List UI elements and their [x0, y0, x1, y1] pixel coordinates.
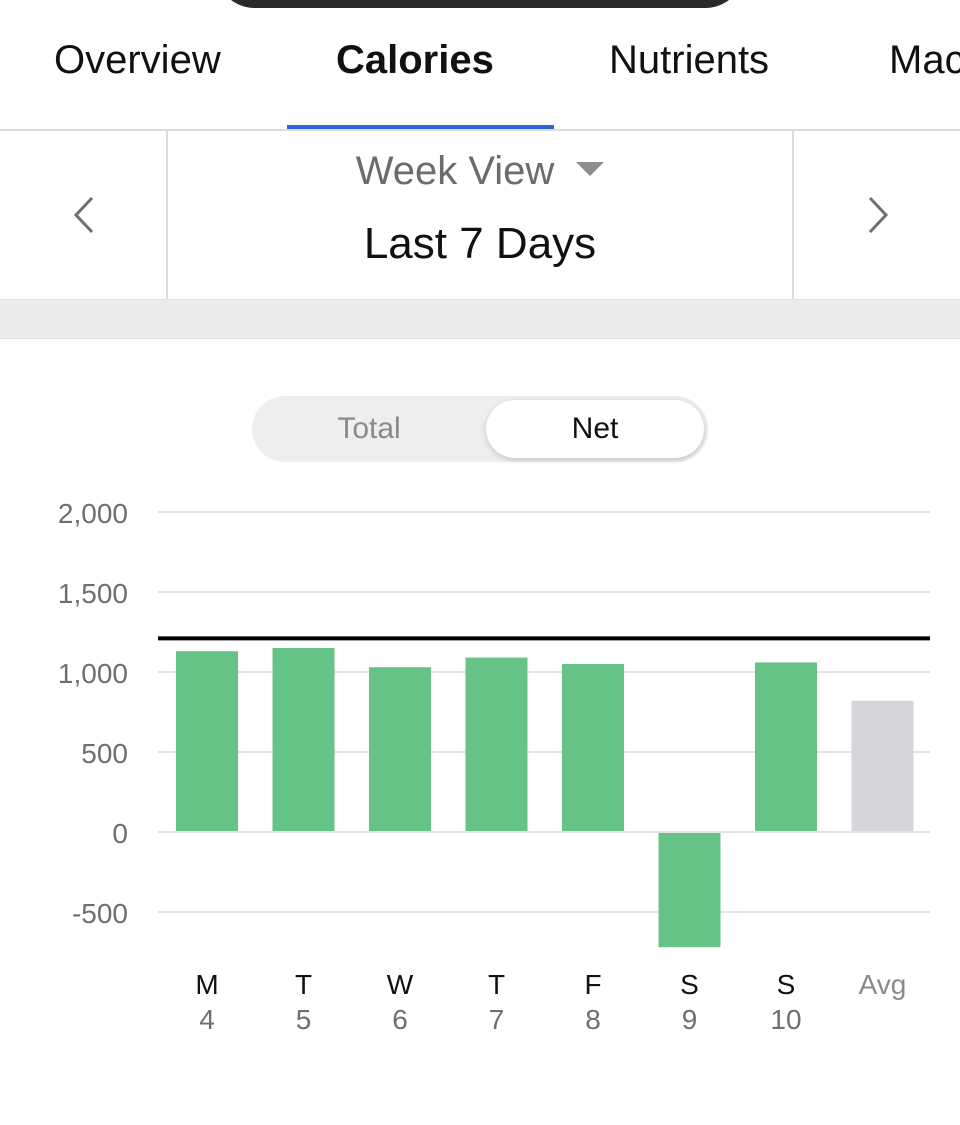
tab-calories[interactable]: Calories: [336, 38, 494, 82]
chevron-right-icon: [868, 196, 889, 234]
y-tick-label: 1,000: [58, 658, 128, 689]
y-tick-label: 0: [112, 818, 128, 849]
tab-macros[interactable]: Mac: [889, 38, 960, 82]
net-segment[interactable]: Net: [486, 400, 704, 458]
previous-week-button[interactable]: [0, 131, 168, 299]
y-tick-label: 2,000: [58, 498, 128, 529]
y-tick-label: 500: [81, 738, 128, 769]
day-bar[interactable]: [465, 657, 528, 832]
tab-overview[interactable]: Overview: [54, 38, 221, 82]
x-date-label: 9: [682, 1004, 698, 1035]
tab-bar: Overview Calories Nutrients Mac: [0, 0, 960, 130]
x-date-label: 7: [489, 1004, 505, 1035]
x-date-label: 6: [392, 1004, 408, 1035]
total-segment[interactable]: Total: [337, 412, 401, 445]
tab-bar-divider: [0, 129, 960, 131]
day-bar[interactable]: [369, 667, 431, 832]
x-day-label: T: [295, 969, 312, 1000]
caret-down-icon: [576, 162, 605, 177]
device-notch: [215, 0, 745, 8]
x-day-label: Avg: [859, 969, 907, 1000]
active-tab-indicator: [287, 125, 554, 130]
section-separator: [0, 299, 960, 339]
day-bar[interactable]: [658, 832, 721, 948]
view-mode-dropdown[interactable]: Week View: [168, 149, 792, 194]
date-range-label: Last 7 Days: [363, 219, 597, 268]
x-date-label: 10: [770, 1004, 801, 1035]
x-day-label: W: [387, 969, 414, 1000]
x-day-label: F: [584, 969, 601, 1000]
x-date-label: 4: [199, 1004, 215, 1035]
view-mode-label: Week View: [355, 149, 555, 193]
day-bar[interactable]: [755, 662, 817, 832]
chevron-left-icon: [73, 196, 94, 234]
x-date-label: 5: [296, 1004, 312, 1035]
day-bar[interactable]: [562, 664, 624, 832]
total-net-toggle: Total Net: [252, 396, 708, 462]
next-week-button[interactable]: [792, 131, 960, 299]
average-bar[interactable]: [851, 700, 914, 832]
x-day-label: T: [488, 969, 505, 1000]
date-navigator: Week View Last 7 Days: [0, 131, 960, 299]
x-day-label: S: [777, 969, 796, 1000]
day-bar[interactable]: [176, 651, 238, 832]
y-tick-label: -500: [72, 898, 128, 929]
bar-chart: 2,000 1,500 1,000 500 0 -500 M 4 T 5 W 6 T 7 F 8 S 9 S 10 Av…: [58, 498, 930, 1035]
x-day-label: S: [680, 969, 699, 1000]
x-day-label: M: [195, 969, 218, 1000]
tab-nutrients[interactable]: Nutrients: [609, 38, 770, 82]
day-bar[interactable]: [272, 648, 335, 832]
net-calories-chart: 2,000 1,500 1,000 500 0 -500 M 4 T 5 W 6 T 7 F 8 S 9 S 10 Av…: [0, 480, 960, 1060]
x-date-label: 8: [585, 1004, 601, 1035]
y-tick-label: 1,500: [58, 578, 128, 609]
